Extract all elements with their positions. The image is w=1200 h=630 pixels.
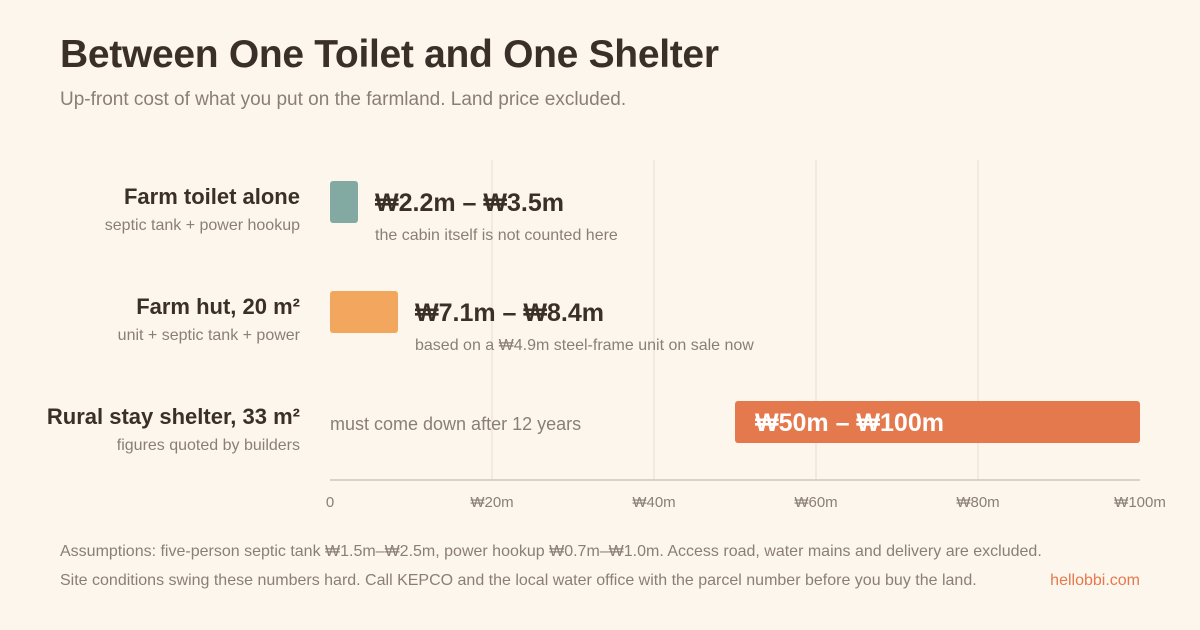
assumptions-note: Assumptions: five-person septic tank ₩1.… <box>60 543 1042 560</box>
x-tick-label: ₩40m <box>632 494 675 511</box>
row-detail: figures quoted by builders <box>117 437 300 454</box>
row-label: Farm toilet alone <box>124 184 300 209</box>
range-bar <box>735 401 1140 443</box>
row-detail: unit + septic tank + power <box>118 327 301 344</box>
row-note: based on a ₩4.9m steel-frame unit on sal… <box>415 337 754 354</box>
x-tick-label: ₩100m <box>1114 494 1166 511</box>
caution-note: Site conditions swing these numbers hard… <box>60 572 977 589</box>
row-note: the cabin itself is not counted here <box>375 227 618 244</box>
chart-title: Between One Toilet and One Shelter <box>60 33 719 76</box>
x-tick-label: ₩60m <box>794 494 837 511</box>
row-label: Farm hut, 20 m² <box>136 294 300 319</box>
x-tick-label: 0 <box>326 494 334 511</box>
row-note: must come down after 12 years <box>330 414 581 434</box>
x-tick-label: ₩80m <box>956 494 999 511</box>
row-label: Rural stay shelter, 33 m² <box>47 404 300 429</box>
range-bar <box>330 181 358 223</box>
range-label: ₩2.2m – ₩3.5m <box>375 189 564 217</box>
x-tick-label: ₩20m <box>470 494 513 511</box>
range-label: ₩7.1m – ₩8.4m <box>415 299 604 327</box>
row-detail: septic tank + power hookup <box>105 217 300 234</box>
range-bar <box>330 291 398 333</box>
chart-subtitle: Up-front cost of what you put on the far… <box>60 89 627 110</box>
brand-link[interactable]: hellobbi.com <box>1050 572 1140 589</box>
range-label: ₩50m – ₩100m <box>755 409 944 437</box>
